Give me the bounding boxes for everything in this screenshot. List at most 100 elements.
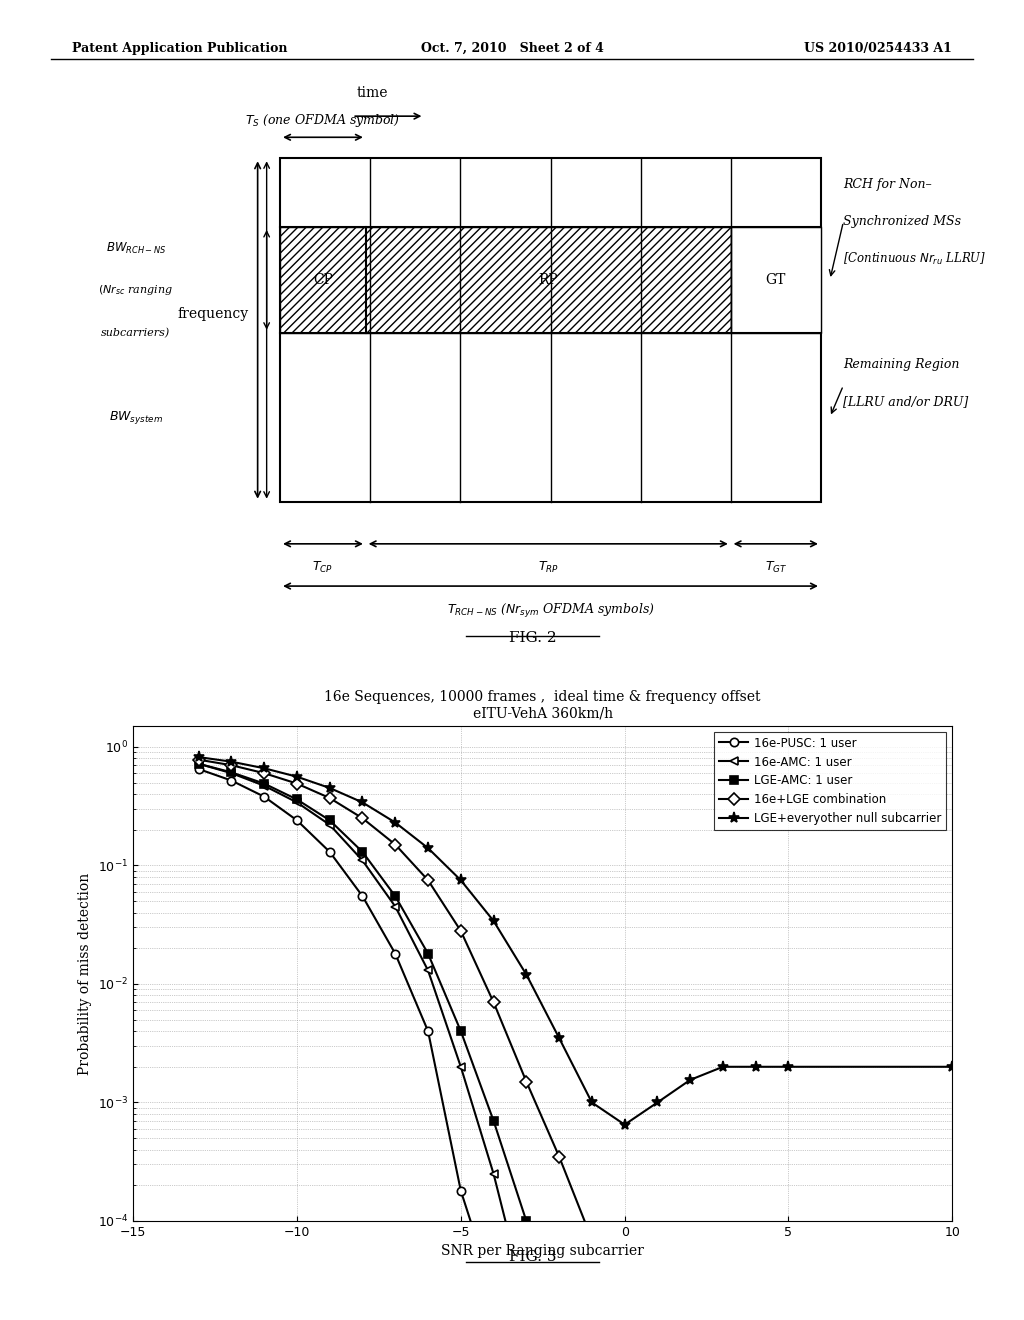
16e+LGE combination: [422, 873, 434, 888]
Text: time: time: [356, 86, 388, 100]
Text: $T_{CP}$: $T_{CP}$: [312, 560, 334, 574]
Text: FIG. 3: FIG. 3: [509, 1250, 556, 1263]
LGE+everyother null subcarrier: [193, 750, 205, 766]
Text: $BW_{RCH-NS}$: $BW_{RCH-NS}$: [105, 240, 166, 256]
16e-AMC: 1 user: (-10, 0.34): 1 user: (-10, 0.34): [291, 795, 303, 810]
16e+LGE combination: [291, 776, 303, 792]
LGE+everyother null subcarrier: [618, 1117, 631, 1133]
LGE+everyother null subcarrier: [356, 795, 369, 810]
16e+LGE combination: [487, 994, 500, 1010]
Line: 16e+LGE combination: 16e+LGE combination: [195, 755, 956, 1320]
16e-AMC: 1 user: (-9, 0.22): 1 user: (-9, 0.22): [324, 817, 336, 833]
LGE+everyother null subcarrier: [750, 1059, 762, 1074]
Polygon shape: [731, 227, 821, 333]
16e-PUSC: 1 user: (-13, 0.65): 1 user: (-13, 0.65): [193, 762, 205, 777]
Text: subcarriers): subcarriers): [101, 327, 171, 338]
Text: Patent Application Publication: Patent Application Publication: [72, 42, 287, 55]
16e+LGE combination: [586, 1232, 598, 1247]
16e+LGE combination: [618, 1311, 631, 1320]
Line: LGE+everyother null subcarrier: LGE+everyother null subcarrier: [194, 751, 957, 1130]
16e-PUSC: 1 user: (-7, 0.018): 1 user: (-7, 0.018): [389, 945, 401, 961]
16e+LGE combination: [389, 837, 401, 853]
LGE-AMC: 1 user: (-7, 0.055): 1 user: (-7, 0.055): [389, 888, 401, 904]
LGE-AMC: 1 user: (-12, 0.61): 1 user: (-12, 0.61): [225, 764, 238, 780]
LGE-AMC: 1 user: (-4, 0.0007): 1 user: (-4, 0.0007): [487, 1113, 500, 1129]
16e-PUSC: 1 user: (-4, 2.5e-05): 1 user: (-4, 2.5e-05): [487, 1284, 500, 1300]
LGE+everyother null subcarrier: [946, 1059, 958, 1074]
16e-AMC: 1 user: (-7, 0.045): 1 user: (-7, 0.045): [389, 899, 401, 915]
X-axis label: SNR per Ranging subcarrier: SNR per Ranging subcarrier: [441, 1245, 644, 1258]
LGE+everyother null subcarrier: [422, 840, 434, 855]
16e+LGE combination: [225, 758, 238, 774]
LGE-AMC: 1 user: (-9, 0.24): 1 user: (-9, 0.24): [324, 812, 336, 828]
16e-PUSC: 1 user: (-9, 0.13): 1 user: (-9, 0.13): [324, 843, 336, 859]
16e-PUSC: 1 user: (-11, 0.38): 1 user: (-11, 0.38): [258, 789, 270, 805]
16e-PUSC: 1 user: (-12, 0.52): 1 user: (-12, 0.52): [225, 772, 238, 788]
16e+LGE combination: [193, 752, 205, 768]
Line: 16e-AMC: 1 user: 16e-AMC: 1 user: [195, 759, 629, 1320]
LGE+everyother null subcarrier: [324, 780, 336, 796]
LGE-AMC: 1 user: (-3, 0.0001): 1 user: (-3, 0.0001): [520, 1213, 532, 1229]
Text: $T_{RP}$: $T_{RP}$: [538, 560, 559, 574]
16e-AMC: 1 user: (-5, 0.002): 1 user: (-5, 0.002): [455, 1059, 467, 1074]
Text: $T_S$ (one OFDMA symbol): $T_S$ (one OFDMA symbol): [246, 112, 400, 129]
LGE-AMC: 1 user: (-11, 0.49): 1 user: (-11, 0.49): [258, 776, 270, 792]
LGE+everyother null subcarrier: [389, 814, 401, 830]
Line: 16e-PUSC: 1 user: 16e-PUSC: 1 user: [195, 764, 498, 1296]
LGE-AMC: 1 user: (-2, 1.5e-05): 1 user: (-2, 1.5e-05): [553, 1311, 565, 1320]
16e-AMC: 1 user: (-6, 0.013): 1 user: (-6, 0.013): [422, 962, 434, 978]
16e-PUSC: 1 user: (-5, 0.00018): 1 user: (-5, 0.00018): [455, 1183, 467, 1199]
16e-PUSC: 1 user: (-8, 0.055): 1 user: (-8, 0.055): [356, 888, 369, 904]
Text: [Continuous $Nr_{ru}$ LLRU]: [Continuous $Nr_{ru}$ LLRU]: [844, 251, 987, 267]
Text: frequency: frequency: [177, 308, 249, 321]
Text: [LLRU and/or DRU]: [LLRU and/or DRU]: [844, 395, 969, 408]
LGE+everyother null subcarrier: [553, 1030, 565, 1045]
16e+LGE combination: [258, 766, 270, 781]
Text: RP: RP: [539, 273, 558, 286]
Text: Synchronized MSs: Synchronized MSs: [844, 215, 962, 228]
Text: Oct. 7, 2010   Sheet 2 of 4: Oct. 7, 2010 Sheet 2 of 4: [421, 42, 603, 55]
Text: $T_{RCH-NS}$ ($Nr_{sym}$ OFDMA symbols): $T_{RCH-NS}$ ($Nr_{sym}$ OFDMA symbols): [446, 602, 654, 620]
16e-AMC: 1 user: (-3, 2e-05): 1 user: (-3, 2e-05): [520, 1296, 532, 1312]
Text: $BW_{system}$: $BW_{system}$: [109, 409, 163, 425]
Text: $(Nr_{sc}$ ranging: $(Nr_{sc}$ ranging: [98, 284, 173, 297]
16e-AMC: 1 user: (-12, 0.6): 1 user: (-12, 0.6): [225, 766, 238, 781]
LGE+everyother null subcarrier: [717, 1059, 729, 1074]
16e-AMC: 1 user: (-4, 0.00025): 1 user: (-4, 0.00025): [487, 1166, 500, 1181]
Legend: 16e-PUSC: 1 user, 16e-AMC: 1 user, LGE-AMC: 1 user, 16e+LGE combination, LGE+eve: 16e-PUSC: 1 user, 16e-AMC: 1 user, LGE-A…: [714, 731, 946, 830]
LGE+everyother null subcarrier: [291, 768, 303, 784]
Y-axis label: Probability of miss detection: Probability of miss detection: [79, 873, 92, 1074]
Text: CP: CP: [313, 273, 333, 286]
16e-AMC: 1 user: (-13, 0.72): 1 user: (-13, 0.72): [193, 756, 205, 772]
16e+LGE combination: [455, 923, 467, 939]
LGE-AMC: 1 user: (-5, 0.004): 1 user: (-5, 0.004): [455, 1023, 467, 1039]
Text: Remaining Region: Remaining Region: [844, 358, 959, 371]
LGE-AMC: 1 user: (-10, 0.36): 1 user: (-10, 0.36): [291, 792, 303, 808]
Text: FIG. 2: FIG. 2: [509, 631, 556, 645]
Line: LGE-AMC: 1 user: LGE-AMC: 1 user: [195, 759, 629, 1320]
16e+LGE combination: [356, 810, 369, 826]
LGE+everyother null subcarrier: [225, 754, 238, 770]
LGE+everyother null subcarrier: [455, 873, 467, 888]
LGE+everyother null subcarrier: [684, 1072, 696, 1088]
Title: 16e Sequences, 10000 frames ,  ideal time & frequency offset
eITU-VehA 360km/h: 16e Sequences, 10000 frames , ideal time…: [325, 690, 761, 721]
16e-AMC: 1 user: (-11, 0.47): 1 user: (-11, 0.47): [258, 777, 270, 793]
Text: $T_{GT}$: $T_{GT}$: [765, 560, 787, 574]
LGE-AMC: 1 user: (-6, 0.018): 1 user: (-6, 0.018): [422, 945, 434, 961]
LGE+everyother null subcarrier: [258, 760, 270, 776]
LGE+everyother null subcarrier: [487, 913, 500, 929]
LGE+everyother null subcarrier: [782, 1059, 795, 1074]
LGE+everyother null subcarrier: [520, 966, 532, 982]
16e+LGE combination: [553, 1148, 565, 1164]
LGE+everyother null subcarrier: [586, 1094, 598, 1110]
Polygon shape: [281, 227, 731, 333]
16e-AMC: 1 user: (-8, 0.11): 1 user: (-8, 0.11): [356, 853, 369, 869]
LGE-AMC: 1 user: (-13, 0.72): 1 user: (-13, 0.72): [193, 756, 205, 772]
LGE-AMC: 1 user: (-8, 0.13): 1 user: (-8, 0.13): [356, 843, 369, 859]
Text: US 2010/0254433 A1: US 2010/0254433 A1: [805, 42, 952, 55]
LGE+everyother null subcarrier: [651, 1094, 664, 1110]
Text: RCH for Non–: RCH for Non–: [844, 178, 932, 191]
16e-PUSC: 1 user: (-10, 0.24): 1 user: (-10, 0.24): [291, 812, 303, 828]
16e+LGE combination: [520, 1073, 532, 1089]
16e-PUSC: 1 user: (-6, 0.004): 1 user: (-6, 0.004): [422, 1023, 434, 1039]
